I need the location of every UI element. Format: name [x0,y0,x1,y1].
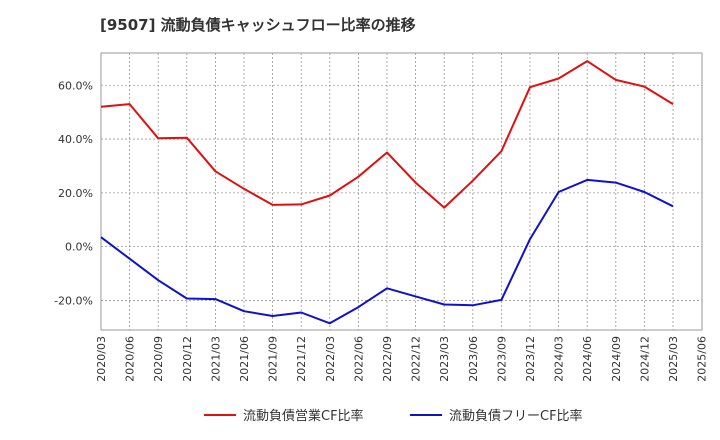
x-tick-label: 2023/09 [495,336,508,382]
x-tick-label: 2024/09 [610,336,623,382]
series-lines [100,60,674,325]
x-tick-label: 2021/09 [267,336,280,382]
x-tick-label: 2024/03 [553,336,566,382]
x-tick-label: 2025/06 [696,336,709,382]
x-tick-label: 2021/03 [209,336,222,382]
x-tick-label: 2021/06 [238,336,251,382]
x-tick-label: 2023/12 [524,336,537,382]
x-tick-label: 2023/03 [438,336,451,382]
x-tick-label: 2024/12 [638,336,651,382]
x-tick-label: 2020/06 [124,336,137,382]
x-tick-label: 2020/09 [152,336,165,382]
legend: 流動負債営業CF比率 流動負債フリーCF比率 [204,408,583,424]
y-tick-label: -20.0% [54,294,93,307]
y-axis-ticks: -20.0% 0.0% 20.0% 40.0% 60.0% [54,79,93,307]
legend-label-free-cf: 流動負債フリーCF比率 [449,408,583,424]
legend-label-operating-cf: 流動負債営業CF比率 [243,408,364,424]
chart-title: [9507] 流動負債キャッシュフロー比率の推移 [100,16,416,34]
x-tick-label: 2022/06 [352,336,365,382]
x-tick-label: 2022/09 [381,336,394,382]
y-tick-label: 40.0% [58,133,93,146]
y-tick-label: 60.0% [58,79,93,92]
x-tick-label: 2025/03 [667,336,680,382]
grid [101,53,702,330]
y-tick-label: 20.0% [58,187,93,200]
x-tick-label: 2022/03 [324,336,337,382]
y-tick-label: 0.0% [65,241,93,254]
x-axis-ticks: 2020/03 2020/06 2020/09 2020/12 2021/03 2021/… [95,336,709,382]
series-line-operating-cf [100,60,674,209]
plot-area [100,52,703,331]
x-tick-label: 2022/12 [410,336,423,382]
x-tick-label: 2020/12 [181,336,194,382]
x-tick-label: 2023/06 [467,336,480,382]
x-tick-label: 2021/12 [295,336,308,382]
x-tick-label: 2024/06 [581,336,594,382]
x-tick-label: 2020/03 [95,336,108,382]
series-line-free-cf [100,178,674,325]
